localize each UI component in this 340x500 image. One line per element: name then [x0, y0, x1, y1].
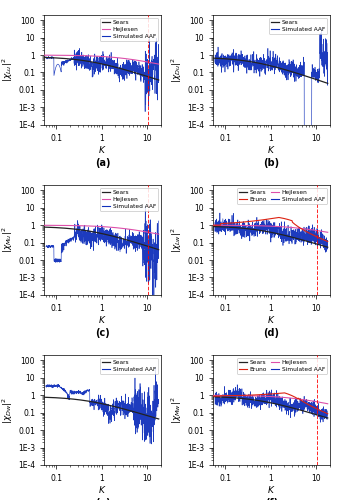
Y-axis label: $|\chi_{Dw}|^2$: $|\chi_{Dw}|^2$ — [1, 396, 15, 423]
X-axis label: $K$: $K$ — [98, 484, 107, 496]
Y-axis label: $|\chi_{Du}|^2$: $|\chi_{Du}|^2$ — [170, 57, 184, 83]
X-axis label: $K$: $K$ — [98, 144, 107, 155]
Legend: Sears, Bruno, Hejlesen, Simulated AAF: Sears, Bruno, Hejlesen, Simulated AAF — [237, 188, 327, 204]
Y-axis label: $|\chi_{Lw}|^2$: $|\chi_{Lw}|^2$ — [170, 227, 184, 253]
X-axis label: $K$: $K$ — [267, 314, 276, 326]
Legend: Sears, Bruno, Hejlesen, Simulated AAF: Sears, Bruno, Hejlesen, Simulated AAF — [237, 358, 327, 374]
X-axis label: $K$: $K$ — [267, 484, 276, 496]
X-axis label: $K$: $K$ — [267, 144, 276, 155]
Y-axis label: $|\chi_{Lu}|^2$: $|\chi_{Lu}|^2$ — [1, 58, 15, 82]
Text: (c): (c) — [95, 328, 110, 338]
Text: (f): (f) — [265, 498, 278, 500]
Y-axis label: $|\chi_{Mw}|^2$: $|\chi_{Mw}|^2$ — [170, 396, 184, 424]
X-axis label: $K$: $K$ — [98, 314, 107, 326]
Text: (d): (d) — [264, 328, 279, 338]
Legend: Sears, Simulated AAF: Sears, Simulated AAF — [269, 18, 327, 34]
Legend: Sears, Hejlesen, Simulated AAF: Sears, Hejlesen, Simulated AAF — [100, 18, 158, 40]
Legend: Sears, Hejlesen, Simulated AAF: Sears, Hejlesen, Simulated AAF — [100, 188, 158, 211]
Text: (a): (a) — [95, 158, 110, 168]
Text: (e): (e) — [95, 498, 110, 500]
Y-axis label: $|\chi_{Mu}|^2$: $|\chi_{Mu}|^2$ — [1, 226, 15, 254]
Legend: Sears, Simulated AAF: Sears, Simulated AAF — [100, 358, 158, 374]
Text: (b): (b) — [264, 158, 279, 168]
